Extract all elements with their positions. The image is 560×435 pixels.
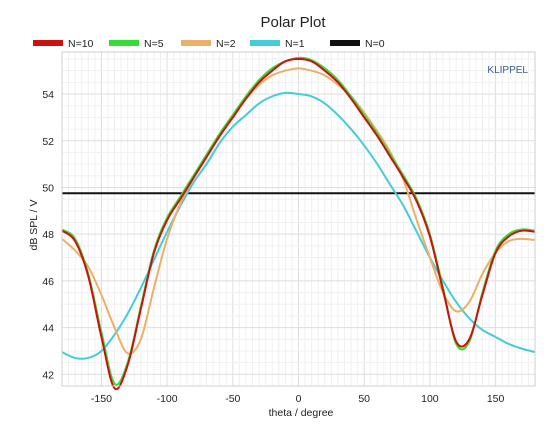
chart-grid: [62, 52, 535, 386]
legend-swatch-n-10: [33, 40, 63, 46]
y-tick-label: 44: [42, 323, 54, 335]
series-line-n-10: [61, 58, 536, 391]
series-line-n-1: [61, 91, 536, 360]
legend-swatch-n-5: [109, 40, 139, 46]
y-tick-label: 54: [42, 89, 54, 101]
y-tick-label: 50: [42, 182, 54, 194]
legend-label-n-1: N=1: [285, 38, 305, 50]
y-tick-label: 48: [42, 229, 54, 241]
x-tick-label: -150: [91, 393, 112, 405]
y-axis-ticks: 42 44 46 48 50 52 54: [42, 89, 54, 381]
legend-swatch-n-2: [181, 40, 211, 46]
x-axis-ticks: -150 -100 -50 0 50 100 150: [91, 393, 505, 405]
y-tick-label: 46: [42, 276, 54, 288]
legend-swatch-n-1: [250, 40, 280, 46]
x-tick-label: -100: [157, 393, 178, 405]
y-axis-label: dB SPL / V: [28, 200, 40, 251]
series-line-n-2: [61, 67, 536, 355]
legend-label-n-2: N=2: [216, 38, 236, 50]
legend-label-n-5: N=5: [144, 38, 164, 50]
x-tick-label: -50: [225, 393, 240, 405]
x-tick-label: 100: [421, 393, 439, 405]
legend-label-n-10: N=10: [68, 38, 94, 50]
chart-legend: N=10 N=5 N=2 N=1 N=0: [33, 38, 385, 50]
x-tick-label: 0: [296, 393, 302, 405]
y-tick-label: 42: [42, 369, 54, 381]
legend-swatch-n-0: [330, 40, 360, 46]
klippel-watermark: KLIPPEL: [487, 65, 528, 76]
plot-area-frame: [61, 51, 536, 387]
chart-series: [61, 56, 536, 391]
x-tick-label: 150: [487, 393, 505, 405]
x-axis-label: theta / degree: [269, 407, 334, 419]
chart-title: Polar Plot: [260, 14, 326, 31]
x-tick-label: 50: [358, 393, 370, 405]
legend-label-n-0: N=0: [365, 38, 385, 50]
y-tick-label: 52: [42, 136, 54, 148]
